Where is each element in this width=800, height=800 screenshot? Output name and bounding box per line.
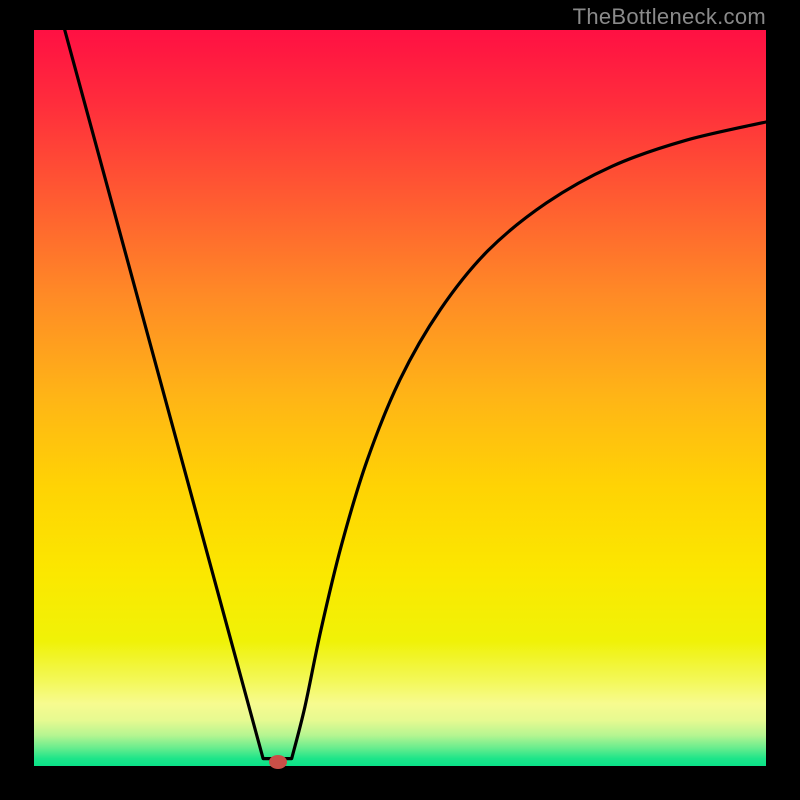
- bottleneck-curve: [65, 30, 766, 759]
- chart-curve-layer: [34, 30, 766, 766]
- minimum-marker: [269, 755, 287, 769]
- chart-plot-area: [34, 30, 766, 766]
- watermark-text: TheBottleneck.com: [573, 4, 766, 30]
